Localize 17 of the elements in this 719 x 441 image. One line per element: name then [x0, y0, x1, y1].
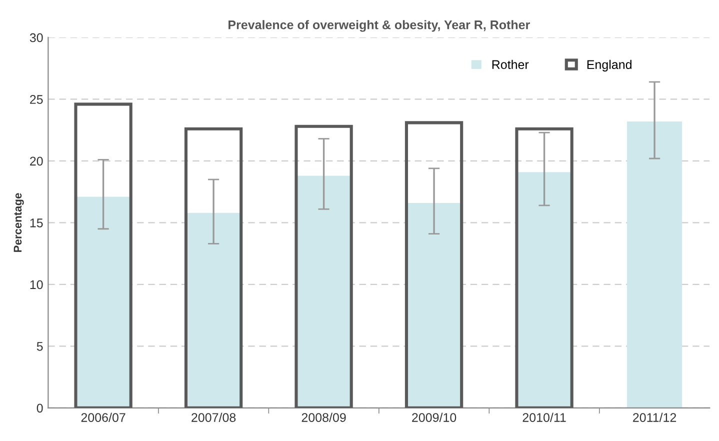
- x-tick-label: 2010/11: [522, 412, 566, 422]
- y-tick-label: 25: [30, 95, 43, 104]
- x-tick-label: 2007/08: [192, 412, 236, 422]
- x-tick-label: 2009/10: [412, 412, 456, 422]
- y-tick-label: 30: [30, 33, 43, 42]
- x-tick-label: 2006/07: [81, 412, 126, 422]
- y-tick-label: 0: [36, 404, 43, 413]
- y-tick-label: 20: [30, 156, 43, 166]
- y-tick-label: 5: [36, 342, 43, 351]
- y-axis-title: Percentage: [14, 193, 24, 252]
- y-tick-label: 10: [30, 280, 43, 290]
- legend-label: England: [587, 60, 632, 72]
- x-tick-label: 2011/12: [633, 412, 676, 422]
- x-tick-label: 2008/09: [302, 412, 346, 422]
- y-tick-label: 15: [30, 218, 43, 228]
- chart-title: Prevalence of overweight & obesity, Year R, Rother: [228, 20, 530, 32]
- legend-label: Rother: [492, 60, 529, 70]
